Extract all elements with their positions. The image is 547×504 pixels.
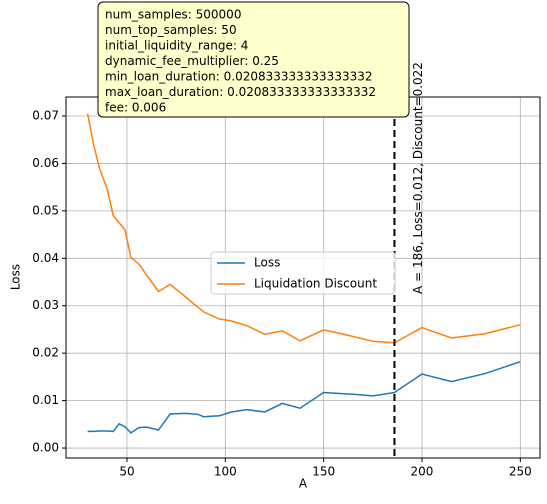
info-line: num_top_samples: 50 <box>105 23 237 37</box>
x-tick-label: 100 <box>214 465 237 479</box>
info-line: fee: 0.006 <box>105 101 166 115</box>
x-tick-label: 150 <box>312 465 335 479</box>
y-tick-label: 0.07 <box>32 108 59 122</box>
legend-box <box>210 251 396 295</box>
info-line: dynamic_fee_multiplier: 0.25 <box>105 54 279 68</box>
y-tick-label: 0.00 <box>32 441 59 455</box>
info-line: max_loan_duration: 0.020833333333333332 <box>105 85 376 99</box>
x-tick-label: 200 <box>411 465 434 479</box>
x-axis-label: A <box>299 477 308 491</box>
info-line: num_samples: 500000 <box>105 8 241 22</box>
x-tick-label: 50 <box>119 465 134 479</box>
y-tick-label: 0.06 <box>32 156 59 170</box>
y-tick-label: 0.02 <box>32 346 59 360</box>
legend: Loss Liquidation Discount <box>210 251 396 295</box>
y-axis-label: Loss <box>9 264 23 290</box>
info-line: initial_liquidity_range: 4 <box>105 39 248 53</box>
series-line <box>87 360 521 434</box>
y-tick-label: 0.01 <box>32 393 59 407</box>
info-line: min_loan_duration: 0.020833333333333332 <box>105 70 373 84</box>
info-box-frame <box>97 1 410 118</box>
y-tick-label: 0.05 <box>32 203 59 217</box>
y-tick-label: 0.03 <box>32 298 59 312</box>
x-tick-label: 250 <box>509 465 532 479</box>
legend-label: Loss <box>254 256 280 270</box>
series-line <box>86 113 521 344</box>
y-tick-label: 0.04 <box>32 251 59 265</box>
marker-label: A = 186, Loss=0.012, Discount=0.022 <box>411 62 425 294</box>
legend-label: Liquidation Discount <box>254 277 377 291</box>
